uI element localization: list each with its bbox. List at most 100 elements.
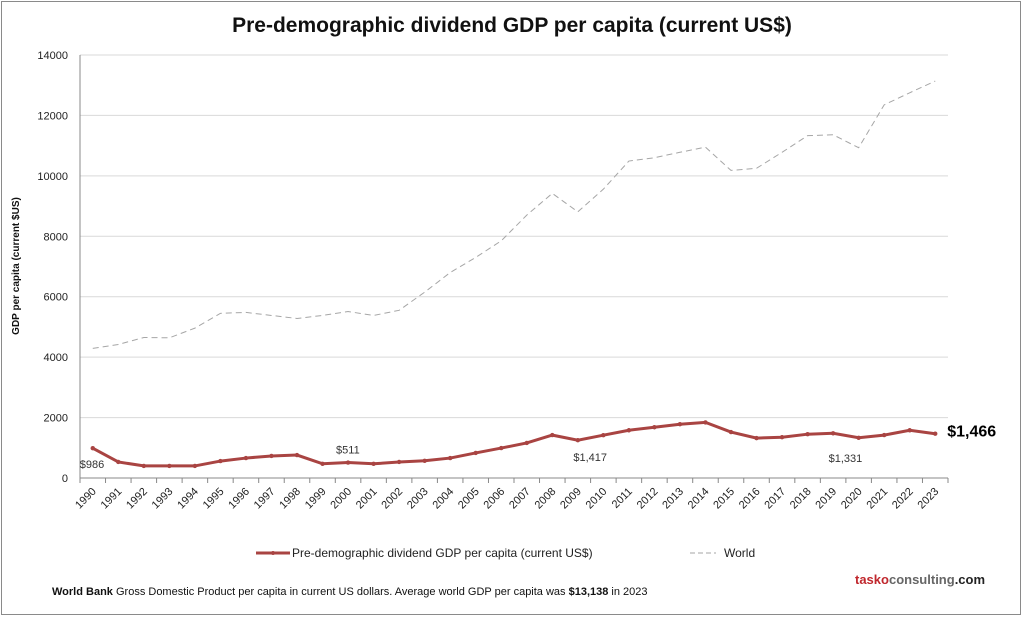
data-point [754, 435, 759, 441]
data-point [550, 432, 555, 438]
legend-label: Pre-demographic dividend GDP per capita … [292, 546, 593, 560]
legend-item-pre-demographic: Pre-demographic dividend GDP per capita … [256, 546, 593, 560]
x-tick-label: 2014 [686, 486, 712, 512]
data-point [473, 450, 478, 456]
x-tick-label: 1995 [201, 486, 227, 512]
data-label: $1,466 [947, 424, 996, 441]
data-point [499, 445, 504, 451]
x-tick-label: 1998 [277, 486, 303, 512]
x-tick-label: 2002 [379, 486, 405, 512]
data-point [907, 428, 912, 433]
y-tick-label: 14000 [37, 50, 68, 62]
x-tick-label: 2005 [456, 486, 482, 512]
y-tick-label: 10000 [37, 171, 68, 183]
data-point [805, 431, 810, 437]
footer-text: Gross Domestic Product per capita in cur… [112, 586, 569, 598]
data-point [269, 453, 274, 459]
x-tick-label: 2019 [813, 486, 839, 512]
x-tick-label: 2023 [916, 486, 942, 512]
footer-note: World Bank Gross Domestic Product per ca… [52, 586, 648, 598]
x-tick-label: 2020 [839, 486, 865, 512]
y-tick-label: 6000 [44, 292, 68, 304]
legend-label: World [724, 546, 756, 560]
x-tick-label: 2009 [558, 486, 584, 512]
x-tick-label: 2006 [482, 486, 508, 512]
x-tick-label: 2007 [507, 486, 533, 512]
data-point [447, 455, 453, 461]
x-tick-label: 2017 [762, 486, 788, 512]
y-tick-label: 12000 [37, 110, 68, 122]
legend-dashed-line-icon [690, 552, 716, 554]
footer-highlight: $13,138 [568, 586, 609, 598]
data-point [779, 435, 785, 440]
data-point [933, 431, 938, 436]
x-tick-label: 2018 [788, 486, 814, 512]
series-line-pre-demographic [92, 420, 936, 468]
data-point [575, 438, 581, 443]
data-point [626, 428, 632, 433]
legend-item-world: World [690, 546, 755, 560]
brand-part2: consulting [888, 572, 955, 587]
data-point [167, 463, 172, 469]
data-label: $986 [80, 459, 104, 471]
data-point [601, 432, 606, 438]
x-tick-label: 2003 [405, 486, 431, 512]
footer-source: World Bank [52, 586, 113, 598]
x-tick-label: 1996 [226, 486, 252, 512]
data-point [116, 459, 121, 465]
x-tick-label: 1990 [73, 486, 99, 512]
data-point [218, 458, 223, 464]
x-tick-label: 2012 [635, 486, 661, 512]
x-tick-label: 1997 [252, 486, 278, 512]
y-tick-label: 2000 [44, 413, 68, 425]
x-tick-label: 2015 [711, 486, 737, 512]
legend-red-line-icon [256, 551, 290, 555]
data-point [524, 440, 529, 446]
x-tick-label: 2021 [864, 486, 890, 512]
data-point [396, 459, 402, 465]
data-point [320, 461, 325, 466]
data-point [90, 446, 95, 451]
x-tick-label: 2004 [430, 486, 456, 512]
series-line-world [92, 80, 936, 349]
y-tick-label: 0 [62, 473, 68, 485]
data-point [856, 435, 861, 440]
x-tick-label: 2011 [610, 486, 635, 511]
chart-title: Pre-demographic dividend GDP per capita … [232, 14, 792, 37]
data-label: $511 [336, 445, 360, 457]
data-point [345, 460, 351, 465]
data-point [677, 422, 683, 427]
data-point [830, 431, 836, 436]
data-label: $1,331 [829, 453, 863, 465]
x-tick-label: 2013 [660, 486, 686, 512]
x-tick-label: 1993 [150, 486, 176, 512]
x-tick-label: 1992 [124, 486, 150, 512]
data-point [192, 463, 198, 469]
x-tick-label: 2000 [328, 486, 354, 512]
x-tick-label: 1991 [99, 486, 125, 512]
x-tick-label: 2016 [737, 486, 763, 512]
y-tick-label: 4000 [44, 352, 68, 364]
x-tick-label: 2010 [584, 486, 610, 512]
data-point [422, 458, 427, 463]
x-tick-label: 2001 [354, 486, 380, 512]
data-point [294, 452, 300, 458]
data-point [243, 455, 249, 461]
data-point [652, 425, 657, 430]
x-tick-label: 1994 [175, 486, 201, 512]
data-point [141, 463, 147, 469]
brand-logo: taskoconsulting.com [855, 572, 985, 587]
data-point [371, 461, 376, 466]
data-point [703, 420, 708, 425]
brand-part1: tasko [855, 572, 889, 587]
x-tick-label: 1999 [303, 486, 329, 512]
x-tick-label: 2022 [890, 486, 916, 512]
footer-tail: in 2023 [608, 586, 648, 598]
y-axis-label: GDP per capita (current $US) [11, 197, 22, 335]
data-point [881, 432, 887, 438]
x-tick-label: 2008 [533, 486, 559, 512]
data-label: $1,417 [573, 452, 607, 464]
data-point [728, 429, 734, 435]
